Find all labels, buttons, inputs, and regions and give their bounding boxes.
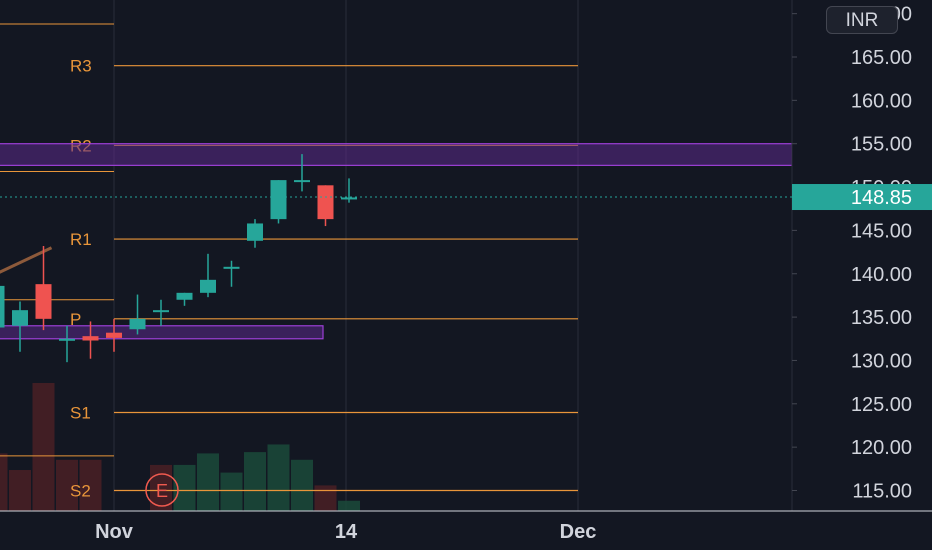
volume-bar: [79, 459, 102, 511]
volume-bars: [0, 383, 360, 511]
time-axis: Nov 14 Dec: [0, 510, 932, 543]
candle: [270, 180, 287, 224]
earnings-marker-label: E: [156, 481, 168, 501]
volume-bar: [56, 459, 78, 511]
candle-body: [270, 180, 287, 220]
price-tick-label: 125.00: [851, 394, 912, 416]
candle-body: [200, 279, 216, 293]
candles: [0, 154, 357, 363]
time-tick-label: 14: [335, 521, 358, 543]
candle-body: [0, 285, 5, 328]
earnings-marker-circle: [145, 473, 179, 507]
price-tick-label: 145.00: [851, 220, 912, 242]
price-tick-label: 160.00: [851, 90, 912, 112]
trend-line: [0, 246, 53, 274]
candle-body: [341, 197, 357, 200]
candle: [200, 253, 216, 298]
candle: [223, 260, 240, 287]
price-axis: 115.00 120.00 125.00 130.00 135.00 140.00 145.…: [0, 0, 932, 511]
candle-body: [247, 223, 263, 241]
candle-body: [106, 332, 122, 338]
candle: [153, 299, 169, 326]
time-tick-label: Nov: [95, 521, 134, 543]
candle-body: [294, 180, 310, 183]
candle-body: [35, 284, 52, 319]
price-zone: [0, 325, 324, 340]
candle: [317, 185, 334, 227]
candle: [247, 219, 263, 248]
last-price-badge: [792, 184, 932, 211]
volume-bar: [291, 459, 313, 511]
pivot-label-r3: R3: [70, 57, 92, 76]
candle-body: [82, 336, 99, 341]
candle: [294, 154, 310, 192]
volume-bar: [32, 383, 55, 511]
candle: [129, 294, 146, 335]
candle: [176, 292, 193, 306]
candle-body: [317, 185, 334, 220]
candle-body: [223, 266, 240, 269]
price-tick-label: 135.00: [851, 307, 912, 329]
candle-body: [153, 310, 169, 313]
pivot-label-s2: S2: [70, 482, 91, 501]
price-tick-label: 155.00: [851, 134, 912, 156]
candle: [106, 318, 122, 352]
volume-bar: [220, 472, 243, 511]
candle: [341, 178, 357, 203]
price-zones: [0, 143, 793, 340]
volume-bar: [244, 452, 266, 511]
candle: [35, 246, 52, 331]
candle: [12, 301, 28, 352]
volume-bar: [150, 464, 172, 511]
candle-body: [176, 292, 193, 300]
pivot-label-r1: R1: [70, 230, 92, 249]
trend-line-segment: [0, 246, 53, 274]
earnings-marker-group[interactable]: E: [145, 473, 179, 507]
price-tick-label: 140.00: [851, 264, 912, 286]
grid: [113, 0, 579, 511]
volume-bar: [338, 500, 360, 511]
price-axis-bg: [792, 0, 932, 511]
candle-body: [12, 310, 28, 326]
pivot-label-s1: S1: [70, 403, 91, 422]
volume-bar: [267, 444, 290, 511]
price-tick-label: 120.00: [851, 437, 912, 459]
candle-body: [59, 338, 75, 341]
volume-bar: [9, 470, 31, 511]
time-tick-label: Dec: [560, 521, 597, 543]
volume-bar: [197, 453, 219, 511]
currency-badge[interactable]: INR: [826, 6, 898, 34]
candle: [59, 325, 75, 363]
volume-bar: [0, 453, 8, 511]
price-zone: [0, 143, 793, 166]
price-tick-label: 130.00: [851, 350, 912, 372]
volume-bar: [314, 485, 337, 511]
candle: [0, 285, 5, 328]
pivot-label-p: P: [70, 310, 81, 329]
pivot-levels: R3R2R1PS1S2: [0, 23, 578, 501]
price-tick-label: 115.00: [852, 481, 912, 503]
price-tick-label: 165.00: [851, 47, 912, 69]
candle: [82, 321, 99, 359]
candle-body: [129, 318, 146, 330]
last-price-label: 148.85: [851, 187, 912, 209]
volume-bar: [173, 464, 196, 511]
